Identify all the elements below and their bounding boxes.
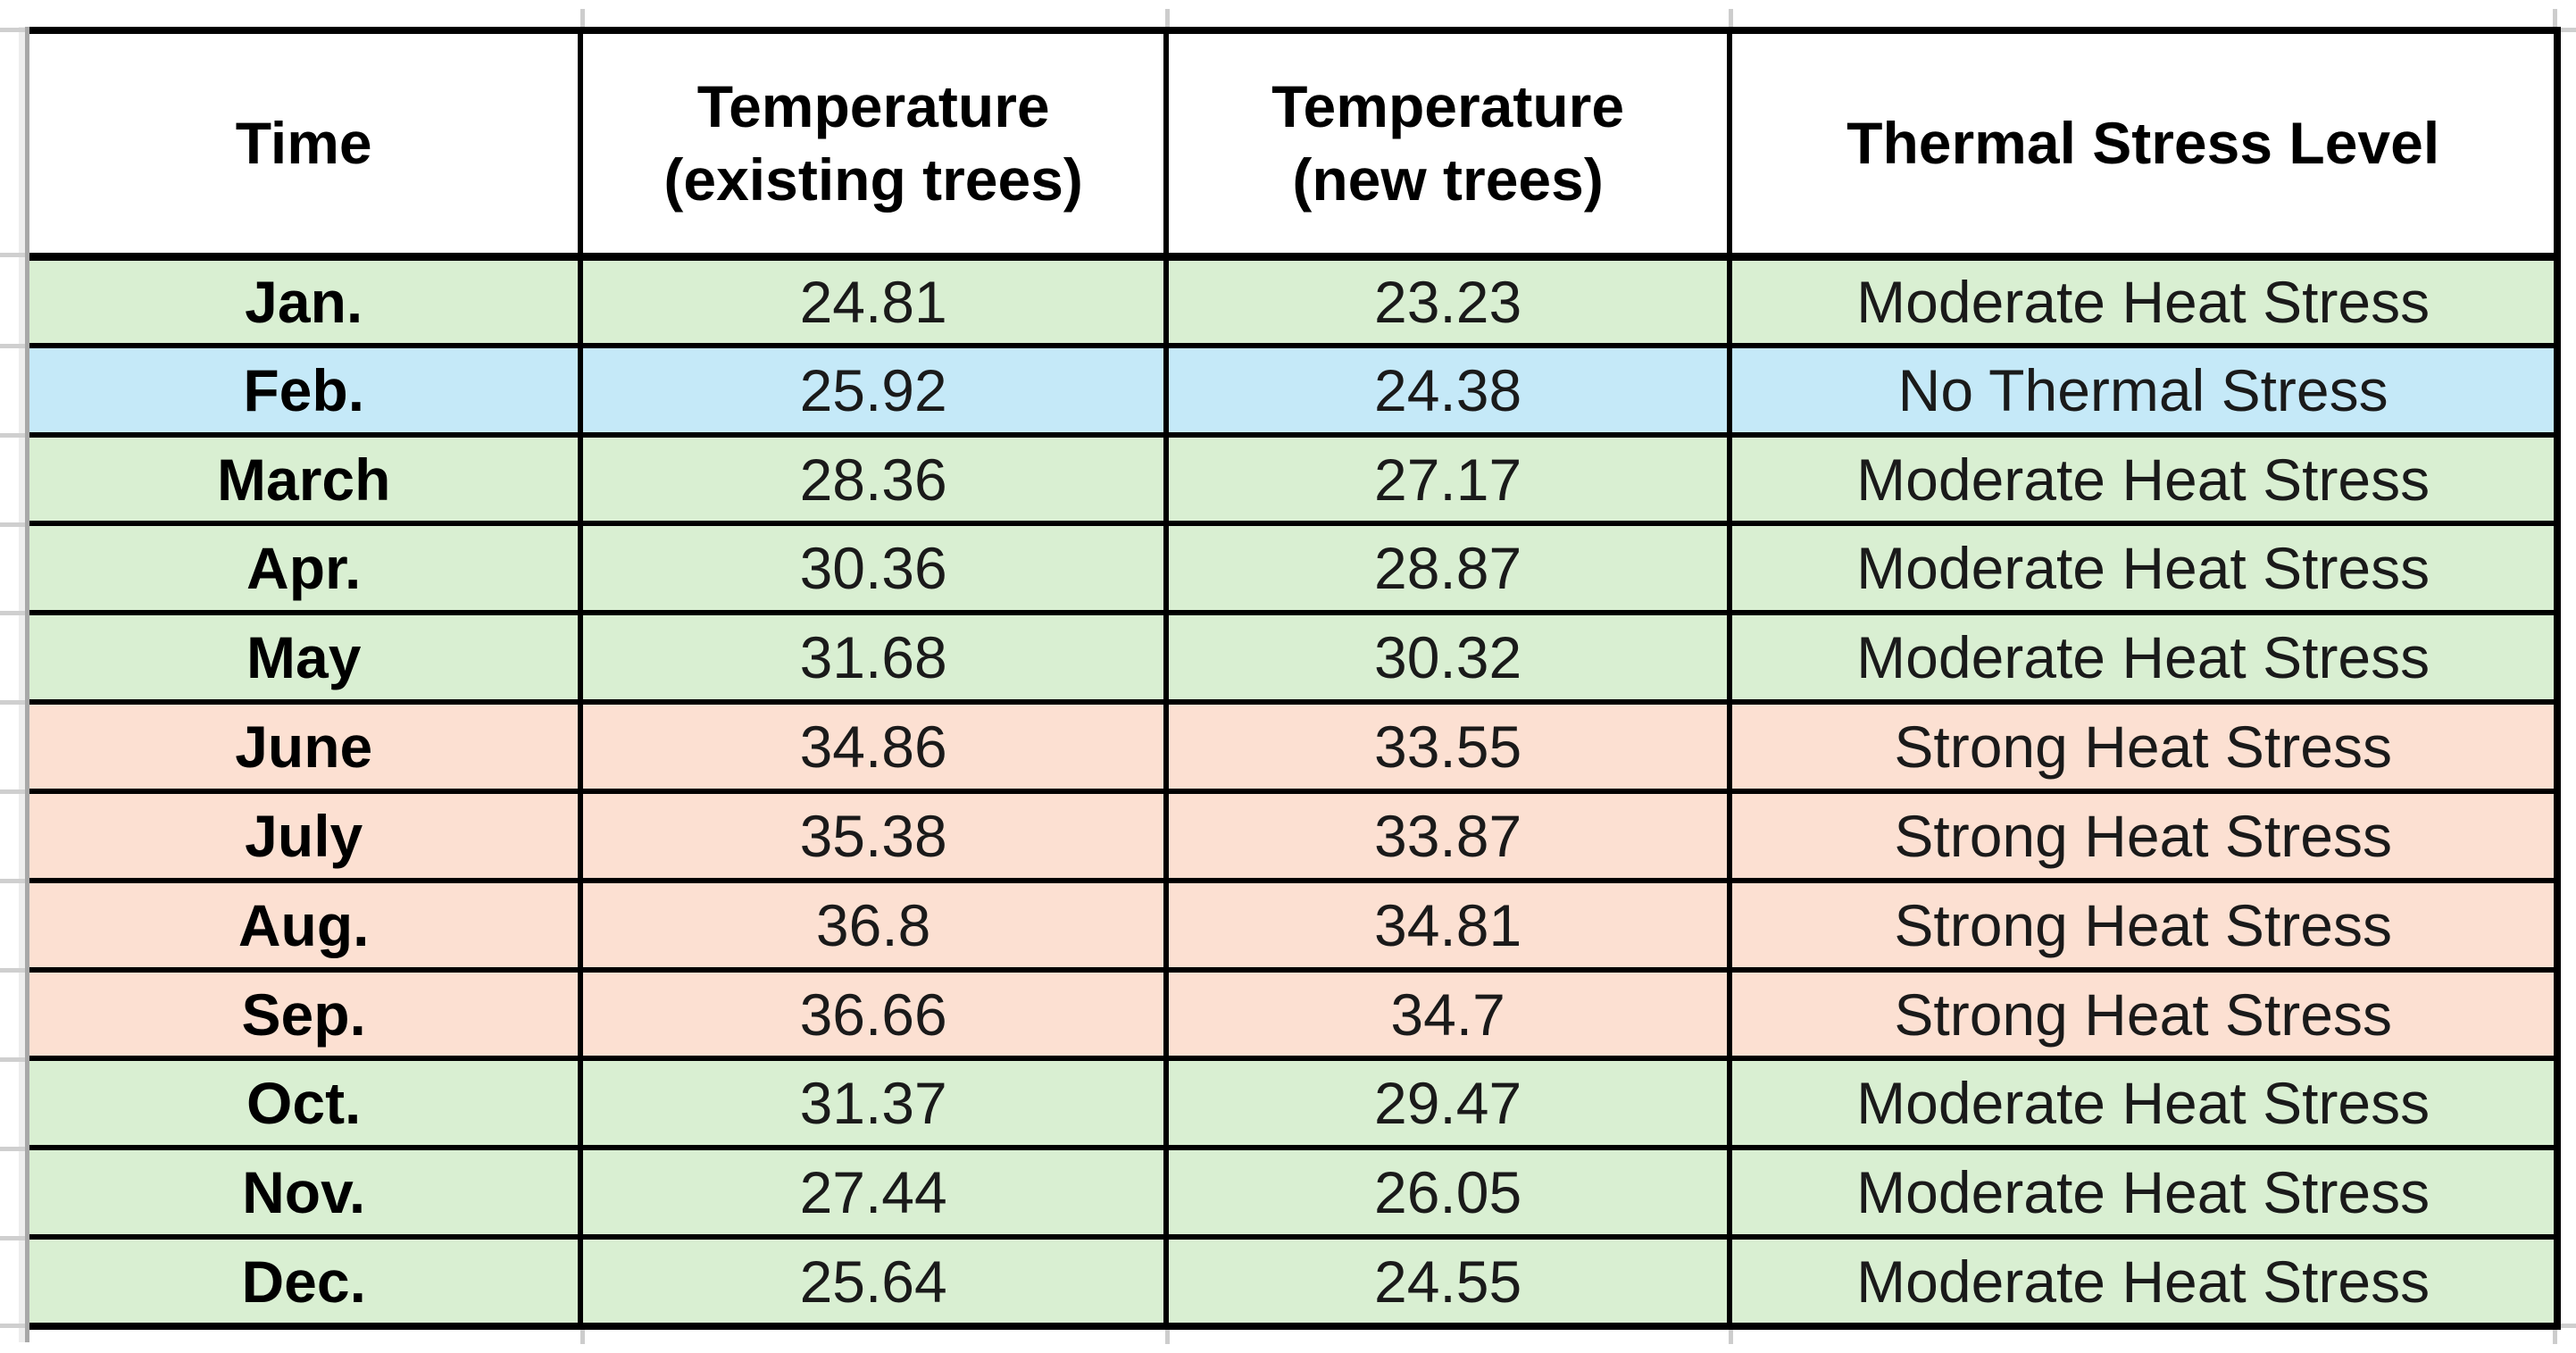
table-row-sep: Sep. 36.66 34.7 Strong Heat Stress <box>29 966 2561 1062</box>
stress-level-cell[interactable]: Moderate Heat Stress <box>1727 431 2561 527</box>
month-cell[interactable]: Jan. <box>29 254 584 348</box>
gridline-stub <box>2559 1324 2576 1328</box>
temp-existing-cell[interactable]: 31.68 <box>578 610 1169 706</box>
month-cell[interactable]: May <box>29 610 584 706</box>
temp-new-cell[interactable]: 33.87 <box>1163 788 1733 883</box>
table-row-june: June 34.86 33.55 Strong Heat Stress <box>29 699 2561 794</box>
gridline-stub <box>0 1057 25 1062</box>
stress-level-cell[interactable]: Moderate Heat Stress <box>1727 521 2561 616</box>
gridline-stub <box>1729 9 1733 27</box>
temp-existing-cell[interactable]: 36.66 <box>578 966 1169 1062</box>
gridline-stub <box>0 253 25 257</box>
column-header-time[interactable]: Time <box>29 27 584 261</box>
temp-existing-cell[interactable]: 35.38 <box>578 788 1169 883</box>
month-cell[interactable]: March <box>29 431 584 527</box>
month-cell[interactable]: Sep. <box>29 966 584 1062</box>
gridline-stub <box>1729 1330 1733 1344</box>
month-cell[interactable]: Oct. <box>29 1056 584 1151</box>
temp-existing-cell[interactable]: 36.8 <box>578 877 1169 973</box>
header-row: Time Temperature (existing trees) Temper… <box>29 27 2561 261</box>
stress-level-cell[interactable]: Moderate Heat Stress <box>1727 610 2561 706</box>
temp-new-cell[interactable]: 34.7 <box>1163 966 1733 1062</box>
gridline-stub <box>0 1236 25 1240</box>
stress-level-cell[interactable]: Strong Heat Stress <box>1727 966 2561 1062</box>
gridline-stub <box>0 611 25 615</box>
temp-new-cell[interactable]: 33.55 <box>1163 699 1733 794</box>
temp-existing-cell[interactable]: 30.36 <box>578 521 1169 616</box>
table-row-jan: Jan. 24.81 23.23 Moderate Heat Stress <box>29 254 2561 348</box>
month-cell[interactable]: June <box>29 699 584 794</box>
temp-new-cell[interactable]: 24.38 <box>1163 342 1733 438</box>
stress-level-cell[interactable]: Moderate Heat Stress <box>1727 1056 2561 1151</box>
gridline-stub <box>1165 9 1170 27</box>
stress-level-cell[interactable]: No Thermal Stress <box>1727 342 2561 438</box>
temp-new-cell[interactable]: 26.05 <box>1163 1145 1733 1240</box>
temp-new-cell[interactable]: 29.47 <box>1163 1056 1733 1151</box>
gridline-stub <box>1165 1330 1170 1344</box>
temp-new-cell[interactable]: 34.81 <box>1163 877 1733 973</box>
temp-existing-cell[interactable]: 31.37 <box>578 1056 1169 1151</box>
month-cell[interactable]: Apr. <box>29 521 584 616</box>
gridline-stub <box>2553 9 2557 27</box>
month-cell[interactable]: Feb. <box>29 342 584 438</box>
gridline-stub <box>2553 1330 2557 1344</box>
gridline-stub <box>0 1324 25 1328</box>
stress-level-cell[interactable]: Strong Heat Stress <box>1727 877 2561 973</box>
table-row-may: May 31.68 30.32 Moderate Heat Stress <box>29 610 2561 706</box>
table-row-nov: Nov. 27.44 26.05 Moderate Heat Stress <box>29 1145 2561 1240</box>
gridline-stub <box>0 522 25 527</box>
table-row-july: July 35.38 33.87 Strong Heat Stress <box>29 788 2561 883</box>
table-row-apr: Apr. 30.36 28.87 Moderate Heat Stress <box>29 521 2561 616</box>
temp-new-cell[interactable]: 23.23 <box>1163 254 1733 348</box>
gridline-stub <box>0 344 25 348</box>
temp-existing-cell[interactable]: 27.44 <box>578 1145 1169 1240</box>
stress-level-cell[interactable]: Moderate Heat Stress <box>1727 1145 2561 1240</box>
table-row-dec: Dec. 25.64 24.55 Moderate Heat Stress <box>29 1234 2561 1330</box>
stress-level-cell[interactable]: Strong Heat Stress <box>1727 788 2561 883</box>
stress-level-cell[interactable]: Strong Heat Stress <box>1727 699 2561 794</box>
column-header-temp-existing[interactable]: Temperature (existing trees) <box>578 27 1169 261</box>
gridline-stub <box>580 1330 585 1344</box>
table-row-aug: Aug. 36.8 34.81 Strong Heat Stress <box>29 877 2561 973</box>
temp-existing-cell[interactable]: 24.81 <box>578 254 1169 348</box>
gridline-stub <box>0 433 25 438</box>
month-cell[interactable]: Dec. <box>29 1234 584 1330</box>
gridline-stub <box>0 789 25 794</box>
table-left-gridline <box>25 27 29 1342</box>
month-cell[interactable]: Aug. <box>29 877 584 973</box>
column-header-temp-new[interactable]: Temperature (new trees) <box>1163 27 1733 261</box>
temp-new-cell[interactable]: 24.55 <box>1163 1234 1733 1330</box>
sheet-edge-strip <box>19 27 25 1342</box>
temp-existing-cell[interactable]: 34.86 <box>578 699 1169 794</box>
table-row-feb: Feb. 25.92 24.38 No Thermal Stress <box>29 342 2561 438</box>
temp-new-cell[interactable]: 28.87 <box>1163 521 1733 616</box>
table-row-march: March 28.36 27.17 Moderate Heat Stress <box>29 431 2561 527</box>
temp-new-cell[interactable]: 30.32 <box>1163 610 1733 706</box>
month-cell[interactable]: July <box>29 788 584 883</box>
temp-existing-cell[interactable]: 25.64 <box>578 1234 1169 1330</box>
gridline-stub <box>0 1147 25 1151</box>
stress-level-cell[interactable]: Moderate Heat Stress <box>1727 1234 2561 1330</box>
temp-new-cell[interactable]: 27.17 <box>1163 431 1733 527</box>
stress-level-cell[interactable]: Moderate Heat Stress <box>1727 254 2561 348</box>
gridline-stub <box>580 9 585 27</box>
gridline-stub <box>0 700 25 705</box>
column-header-stress-level[interactable]: Thermal Stress Level <box>1727 27 2561 261</box>
temp-existing-cell[interactable]: 25.92 <box>578 342 1169 438</box>
temp-existing-cell[interactable]: 28.36 <box>578 431 1169 527</box>
gridline-stub <box>0 879 25 883</box>
gridline-stub <box>0 968 25 973</box>
gridline-stub <box>0 28 25 32</box>
thermal-stress-table: Time Temperature (existing trees) Temper… <box>29 27 2561 1330</box>
table-row-oct: Oct. 31.37 29.47 Moderate Heat Stress <box>29 1056 2561 1151</box>
gridline-stub <box>2559 28 2576 32</box>
month-cell[interactable]: Nov. <box>29 1145 584 1240</box>
